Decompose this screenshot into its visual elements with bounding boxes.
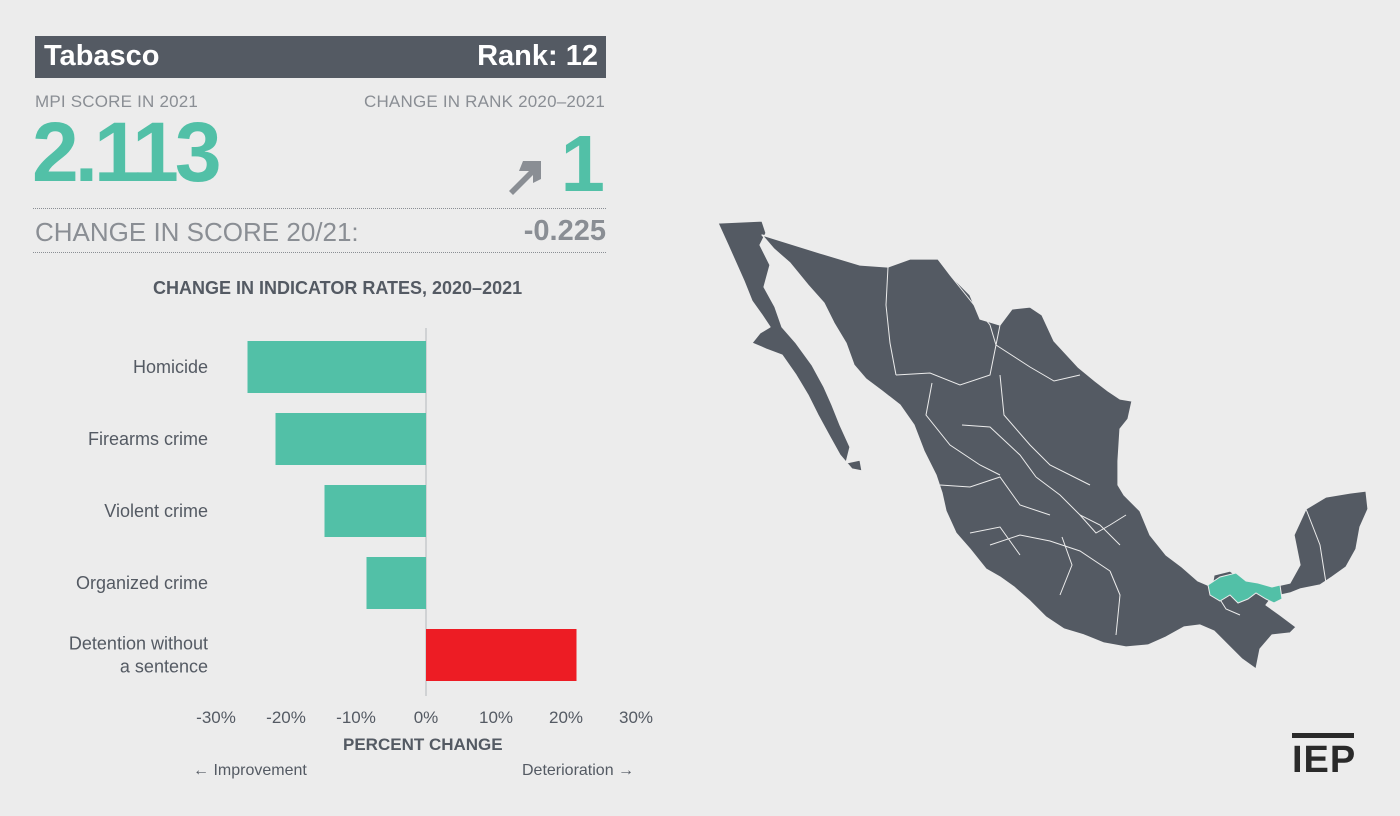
- logo-text: IEP: [1292, 739, 1357, 781]
- deterioration-label: Deterioration →: [522, 762, 635, 779]
- bar-detention-without-a-sentence: [426, 629, 577, 681]
- category-label: Homicide: [133, 357, 208, 377]
- rank-change-label: CHANGE IN RANK 2020–2021: [363, 92, 605, 111]
- x-tick-label: 10%: [479, 708, 513, 727]
- rank-change-value: 1: [560, 119, 606, 208]
- x-tick-label: -20%: [266, 708, 306, 727]
- x-tick-label: -10%: [336, 708, 376, 727]
- rank-label: Rank: 12: [477, 40, 598, 72]
- divider: [33, 252, 606, 253]
- score-change-label: CHANGE IN SCORE 20/21:: [35, 217, 359, 247]
- score-change-value: -0.225: [523, 215, 606, 247]
- bar-violent-crime: [324, 485, 426, 537]
- improvement-label: ← Improvement: [193, 762, 307, 779]
- mpi-score-value: 2.113: [32, 105, 222, 199]
- map-state: [761, 234, 1369, 670]
- arrow-up-right-icon: [509, 161, 541, 195]
- mexico-map: [717, 220, 1369, 670]
- chart-title: CHANGE IN INDICATOR RATES, 2020–2021: [153, 278, 523, 298]
- x-tick-label: -30%: [196, 708, 236, 727]
- bar-homicide: [247, 341, 426, 393]
- map-state: [717, 220, 863, 472]
- x-tick-label: 30%: [619, 708, 653, 727]
- score-label: MPI SCORE IN 2021: [35, 92, 199, 111]
- category-label: Violent crime: [104, 501, 208, 521]
- category-label: Detention without a sentence: [69, 634, 208, 677]
- category-label: Organized crime: [76, 573, 208, 593]
- category-label: Firearms crime: [88, 429, 208, 449]
- state-name: Tabasco: [44, 40, 160, 72]
- tabasco-state: [1207, 572, 1283, 604]
- indicator-bar-chart: Homicide Firearms crime Violent crime Organ…: [69, 328, 653, 727]
- divider: [33, 208, 606, 209]
- x-axis-title: PERCENT CHANGE: [343, 735, 503, 754]
- header-bar: Tabasco Rank: 12: [35, 36, 606, 78]
- bar-firearms-crime: [275, 413, 426, 465]
- x-tick-label: 0%: [414, 708, 439, 727]
- iep-logo: IEP: [1292, 733, 1357, 781]
- x-tick-label: 20%: [549, 708, 583, 727]
- bar-organized-crime: [366, 557, 426, 609]
